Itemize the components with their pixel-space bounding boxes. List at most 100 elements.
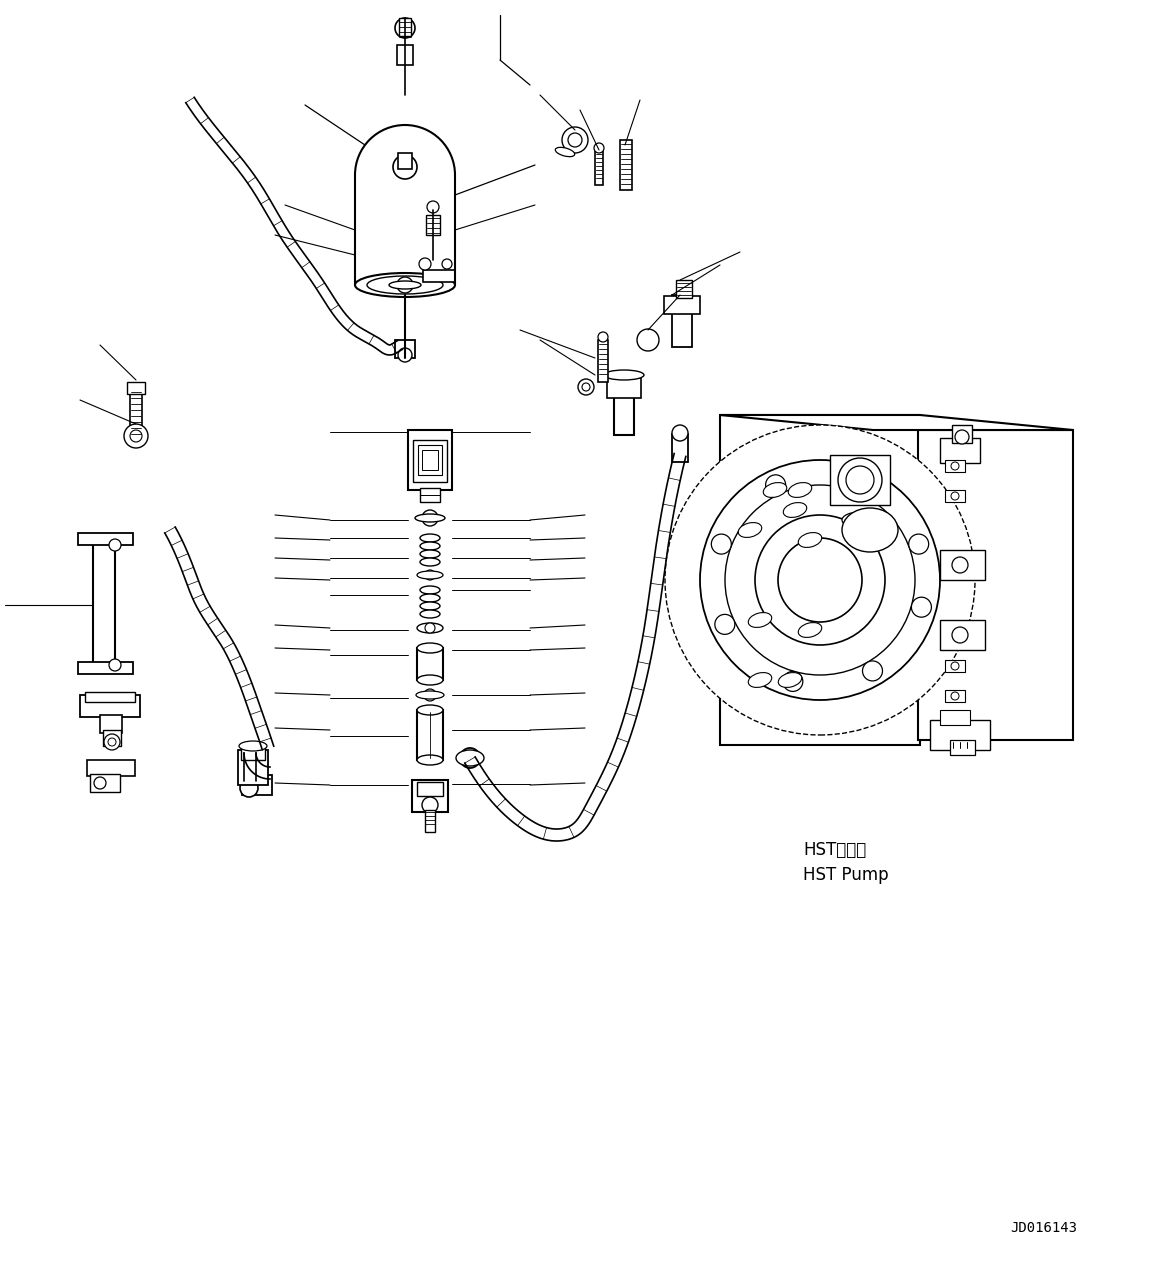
Circle shape [637,329,659,351]
Ellipse shape [420,542,440,550]
Ellipse shape [418,675,443,685]
Bar [93,535,115,665]
Bar [930,720,990,750]
Bar [418,710,443,760]
Circle shape [755,514,885,645]
Circle shape [422,509,438,526]
Ellipse shape [420,557,440,566]
Ellipse shape [415,514,445,522]
Circle shape [398,348,412,362]
Bar [424,810,435,832]
Ellipse shape [763,483,786,498]
Bar [946,460,965,471]
Ellipse shape [418,623,443,633]
Bar [241,748,265,760]
Ellipse shape [418,643,443,653]
Bar [78,533,133,545]
Bar [672,434,688,463]
Bar [104,731,121,746]
Bar [940,439,980,463]
Bar [426,215,440,235]
Bar [90,774,120,793]
Ellipse shape [388,281,421,289]
Bar [127,382,145,394]
Text: HSTポンプ: HSTポンプ [802,841,866,860]
Ellipse shape [418,755,443,765]
Bar [242,775,272,795]
Circle shape [712,535,732,554]
Circle shape [461,748,480,769]
Bar [85,691,135,702]
Ellipse shape [240,741,267,751]
Circle shape [108,738,116,746]
Circle shape [598,332,608,343]
Circle shape [424,570,435,580]
Bar [80,695,140,717]
Circle shape [427,201,438,214]
Bar [418,782,443,796]
Ellipse shape [420,550,440,557]
Circle shape [442,259,452,269]
Bar [946,490,965,502]
Bar [614,380,634,435]
Circle shape [422,798,438,813]
Bar [664,296,700,313]
Circle shape [700,460,940,700]
Circle shape [94,777,106,789]
Circle shape [783,671,802,691]
Circle shape [846,466,875,494]
Bar [422,450,438,470]
Circle shape [562,126,588,153]
Ellipse shape [420,594,440,602]
Bar [130,388,142,440]
Ellipse shape [368,276,443,295]
Circle shape [594,143,604,153]
Polygon shape [720,415,1073,430]
Bar [418,445,442,475]
Ellipse shape [420,586,440,594]
Circle shape [863,661,883,681]
Ellipse shape [418,571,443,579]
Ellipse shape [555,148,575,157]
Circle shape [665,425,975,734]
Bar [399,18,411,35]
Ellipse shape [798,532,822,547]
Circle shape [109,659,121,671]
Bar [100,715,122,733]
Circle shape [952,557,968,573]
Bar [408,430,452,490]
Circle shape [124,423,148,447]
Circle shape [951,492,959,501]
Bar [595,150,602,185]
Bar [420,488,440,502]
Bar [423,270,455,282]
Circle shape [424,623,435,633]
Text: HST Pump: HST Pump [802,866,889,884]
Bar [830,455,890,506]
Circle shape [955,430,969,444]
Bar [918,430,1073,739]
Bar [946,660,965,672]
Circle shape [568,133,582,147]
Ellipse shape [778,672,801,688]
Circle shape [582,383,590,391]
Circle shape [578,379,594,394]
Circle shape [130,430,142,442]
Ellipse shape [748,672,772,688]
Ellipse shape [420,602,440,611]
Ellipse shape [748,613,772,627]
Bar [398,153,412,169]
Circle shape [778,538,862,622]
Circle shape [908,535,929,554]
Ellipse shape [418,705,443,715]
Bar [238,750,267,785]
Circle shape [855,475,875,494]
Bar [940,710,970,726]
Bar [395,340,415,358]
Circle shape [765,475,786,494]
Ellipse shape [789,483,812,498]
Circle shape [397,277,413,293]
Circle shape [715,614,735,635]
Bar [946,690,965,702]
Circle shape [672,425,688,441]
